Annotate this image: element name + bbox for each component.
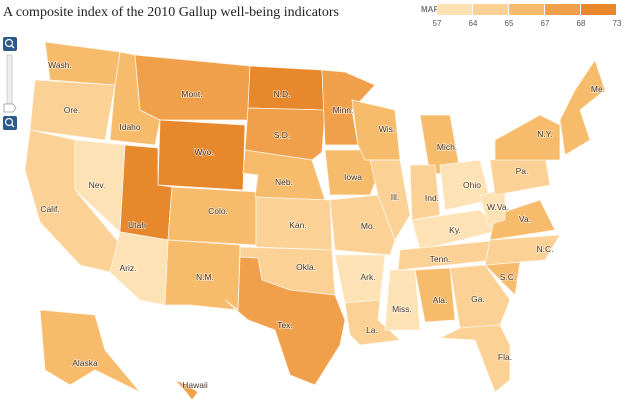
state-shape	[157, 119, 246, 191]
state-label: Fla.	[498, 352, 512, 362]
state-shape	[174, 379, 199, 401]
state-label: Ohio	[463, 180, 481, 190]
state-label: Calif.	[40, 204, 59, 214]
map-key-swatch	[545, 4, 580, 15]
state-label: Ind.	[425, 193, 439, 203]
state-label: S.C.	[500, 272, 517, 282]
state-shape	[247, 65, 326, 111]
zoom-in-icon	[11, 45, 15, 49]
state-shape	[321, 69, 376, 146]
zoom-out-icon	[11, 124, 15, 128]
state-label: Miss.	[392, 304, 412, 314]
state-label: W.Va.	[487, 202, 509, 212]
state-shape	[164, 239, 241, 311]
state-label: Ore.	[64, 105, 81, 115]
state-label: Minn.	[333, 105, 354, 115]
state-label: Me.	[591, 84, 605, 94]
state-shape	[409, 164, 441, 221]
state-label: Pa.	[516, 166, 529, 176]
state-label: N.Y.	[537, 129, 552, 139]
state-label: Ariz.	[120, 263, 137, 273]
state-label: Ark.	[360, 272, 375, 282]
us-map	[24, 41, 606, 401]
zoom-slider[interactable]	[6, 54, 13, 108]
state-label: Mo.	[361, 221, 375, 231]
map-key-label: 65	[505, 19, 514, 28]
map-key-label: 57	[433, 19, 442, 28]
state-label: Mich.	[437, 142, 457, 152]
state-label: S.D.	[274, 130, 291, 140]
state-label: N.D.	[274, 89, 291, 99]
state-label: Neb.	[275, 177, 293, 187]
state-label: N.C.	[537, 244, 554, 254]
state-shape	[39, 309, 141, 393]
state-shape	[369, 159, 411, 241]
state-label: Wyo.	[194, 147, 213, 157]
zoom-handle[interactable]	[3, 103, 17, 113]
page-title: A composite index of the 2010 Gallup wel…	[3, 5, 339, 20]
map-key-label: 73	[613, 19, 622, 28]
state-label: Alaska	[72, 358, 98, 368]
zoom-controls	[3, 37, 17, 130]
state-label: Ga.	[471, 294, 485, 304]
state-label: Kan.	[289, 220, 307, 230]
state-label: Va.	[519, 214, 531, 224]
state-shape	[29, 79, 116, 141]
state-shape	[384, 269, 421, 331]
state-shape	[494, 114, 561, 161]
state-shape	[224, 256, 346, 386]
state-shape	[344, 299, 401, 346]
map-key-swatch	[509, 4, 544, 15]
map-key-swatch	[581, 4, 616, 15]
state-shape	[414, 267, 456, 323]
state-label: Idaho	[119, 122, 141, 132]
state-label: Okla.	[296, 262, 316, 272]
state-label: N.M.	[196, 272, 214, 282]
state-shape	[167, 186, 259, 246]
map-key-swatch	[473, 4, 508, 15]
state-label: Wis.	[379, 124, 396, 134]
state-label: Hawaii	[182, 380, 208, 390]
state-shape	[449, 264, 511, 329]
state-label: Ala.	[433, 295, 448, 305]
state-label: Iowa	[344, 172, 362, 182]
state-label: Nev.	[89, 180, 106, 190]
state-label: Mont.	[181, 89, 202, 99]
state-label: La.	[366, 325, 378, 335]
state-label: Ill.	[391, 192, 400, 202]
state-shape	[559, 59, 606, 156]
state-label: Wash.	[48, 60, 72, 70]
zoom-out-icon	[4, 117, 14, 127]
state-shape	[484, 234, 561, 266]
state-shape	[242, 149, 326, 201]
state-shape	[134, 54, 251, 121]
state-label: Tenn.	[430, 254, 451, 264]
map-key-label: 64	[469, 19, 478, 28]
state-shape	[329, 194, 396, 256]
zoom-in-icon	[4, 38, 14, 48]
state-shape	[109, 231, 169, 306]
state-label: Colo.	[208, 206, 228, 216]
state-label: Tex.	[277, 320, 293, 330]
state-shape	[438, 324, 511, 393]
map-key-label: 68	[577, 19, 586, 28]
map-key: 57 64 65 67 68 73	[433, 4, 622, 28]
map-key-swatch	[437, 4, 472, 15]
state-labels: Wash. Ore. Calif. Nev. Idaho Mont. Wyo. Utah Ari…	[40, 59, 606, 391]
state-label: Ky.	[449, 225, 461, 235]
map-key-label: 67	[541, 19, 550, 28]
state-shape	[244, 107, 326, 161]
state-label: Utah	[128, 220, 146, 230]
state-shape	[489, 199, 556, 241]
